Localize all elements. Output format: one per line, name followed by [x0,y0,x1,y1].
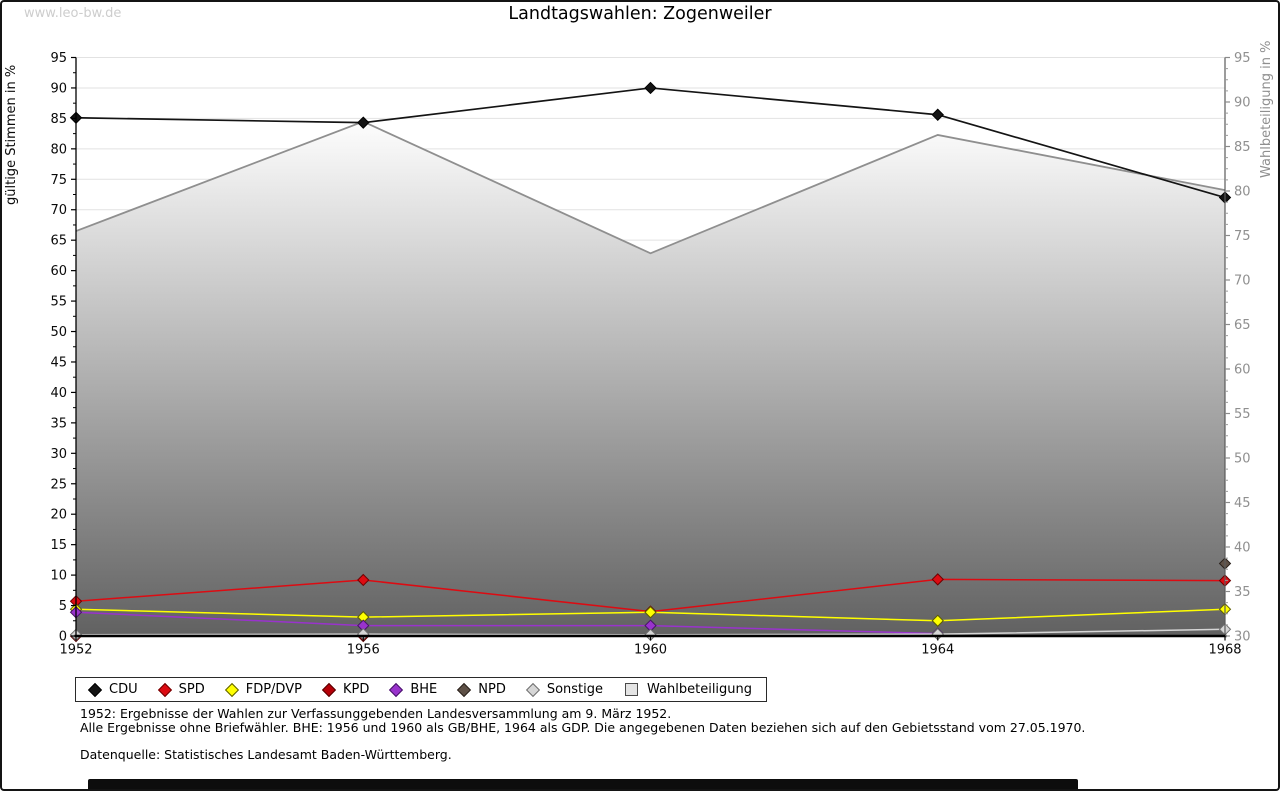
svg-text:70: 70 [50,203,67,218]
left-axis-title: gültige Stimmen in % [4,65,19,205]
legend-square-icon [625,683,639,696]
legend-label: SPD [178,682,205,697]
data-point-CDU [644,81,657,95]
svg-text:1956: 1956 [347,643,380,658]
svg-text:35: 35 [50,416,67,431]
window-bottom-bar [88,779,1078,791]
svg-text:25: 25 [50,477,67,492]
svg-text:0: 0 [59,630,67,645]
wahlbeteiligung-area [75,120,1226,636]
legend-label: BHE [410,682,438,697]
legend-label: KPD [342,682,370,697]
svg-text:75: 75 [1234,229,1251,244]
legend-item-sonstige: Sonstige [525,682,604,697]
svg-text:90: 90 [50,81,67,96]
svg-text:45: 45 [1234,496,1251,511]
legend-label: NPD [478,682,506,697]
svg-text:80: 80 [50,142,67,157]
page-title: Landtagswahlen: Zogenweiler [508,4,772,24]
svg-text:30: 30 [50,447,67,462]
data-point-CDU [357,116,370,129]
legend-item-fdp-dvp: FDP/DVP [224,682,302,697]
svg-text:10: 10 [50,569,67,584]
svg-text:75: 75 [50,173,67,188]
svg-text:65: 65 [50,234,67,249]
data-source-note: Datenquelle: Statistisches Landesamt Bad… [80,747,452,762]
svg-text:55: 55 [1234,407,1251,422]
x-axis-ticks: 1952 1956 1960 1964 1968 [59,636,1242,658]
svg-text:55: 55 [50,295,67,310]
svg-text:85: 85 [50,112,67,127]
legend-diamond-icon [87,682,103,697]
svg-text:30: 30 [1234,630,1251,645]
svg-text:90: 90 [1234,96,1251,111]
footnotes: 1952: Ergebnisse der Wahlen zur Verfassu… [80,707,1085,762]
svg-text:60: 60 [50,264,67,279]
legend-item-spd: SPD [157,682,205,697]
left-axis-ticks: 0 5 10 15 20 25 30 35 40 45 50 55 60 65 70 75 80 85 90 95 [50,51,76,645]
svg-text:50: 50 [1234,452,1251,467]
legend-item-bhe: BHE [389,682,438,697]
right-axis-ticks: 30 35 40 45 50 55 60 65 70 75 80 85 90 95 [1225,51,1251,645]
svg-text:15: 15 [50,538,67,553]
svg-text:40: 40 [50,386,67,401]
legend-diamond-icon [157,682,172,697]
legend-diamond-icon [224,682,239,697]
footnote-line-2: Alle Ergebnisse ohne Briefwähler. BHE: 1… [80,719,1086,735]
svg-text:85: 85 [1234,140,1251,155]
svg-text:1968: 1968 [1208,643,1241,658]
election-line-chart: 0510152025303540455055606570758085909530… [4,41,1274,658]
legend-item-npd: NPD [457,682,506,697]
legend-label: Wahlbeteiligung [647,682,753,697]
legend-diamond-icon [457,682,472,697]
legend-label: Sonstige [546,682,604,697]
svg-text:80: 80 [1234,185,1251,200]
legend-item-kpd: KPD [321,682,370,697]
svg-text:20: 20 [50,508,67,523]
legend-label: FDP/DVP [245,682,302,697]
legend-label: CDU [109,682,138,697]
legend-diamond-icon [321,682,337,697]
svg-text:60: 60 [1234,363,1251,378]
data-point-SPD [357,573,370,587]
legend-diamond-icon [525,682,540,697]
svg-text:35: 35 [1234,585,1251,600]
svg-text:70: 70 [1234,274,1251,289]
svg-text:45: 45 [50,355,67,370]
svg-text:95: 95 [1234,51,1251,66]
data-point-CDU [931,108,944,121]
legend-item-cdu: CDU [87,682,138,697]
footnote-line-1: 1952: Ergebnisse der Wahlen zur Verfassu… [80,706,672,721]
right-axis-title: Wahlbeteiligung in % [1259,41,1274,178]
svg-text:65: 65 [1234,318,1251,333]
data-point-FDP/DVP [931,614,944,627]
svg-text:50: 50 [50,325,67,340]
svg-text:1952: 1952 [59,643,92,658]
svg-text:5: 5 [59,599,67,614]
svg-text:1964: 1964 [921,643,954,658]
svg-text:95: 95 [50,51,67,66]
watermark: www.leo-bw.de [24,6,122,21]
legend-diamond-icon [389,682,404,697]
data-point-SPD [931,573,944,586]
svg-text:1960: 1960 [634,643,667,658]
legend-item-wahlbeteiligung: Wahlbeteiligung [625,682,752,697]
chart-legend: CDU SPD FDP/DVP KPD BHE NPD Sonstige Wahlbeteil… [75,677,768,702]
svg-text:40: 40 [1234,541,1251,556]
data-point-FDP/DVP [644,606,657,619]
